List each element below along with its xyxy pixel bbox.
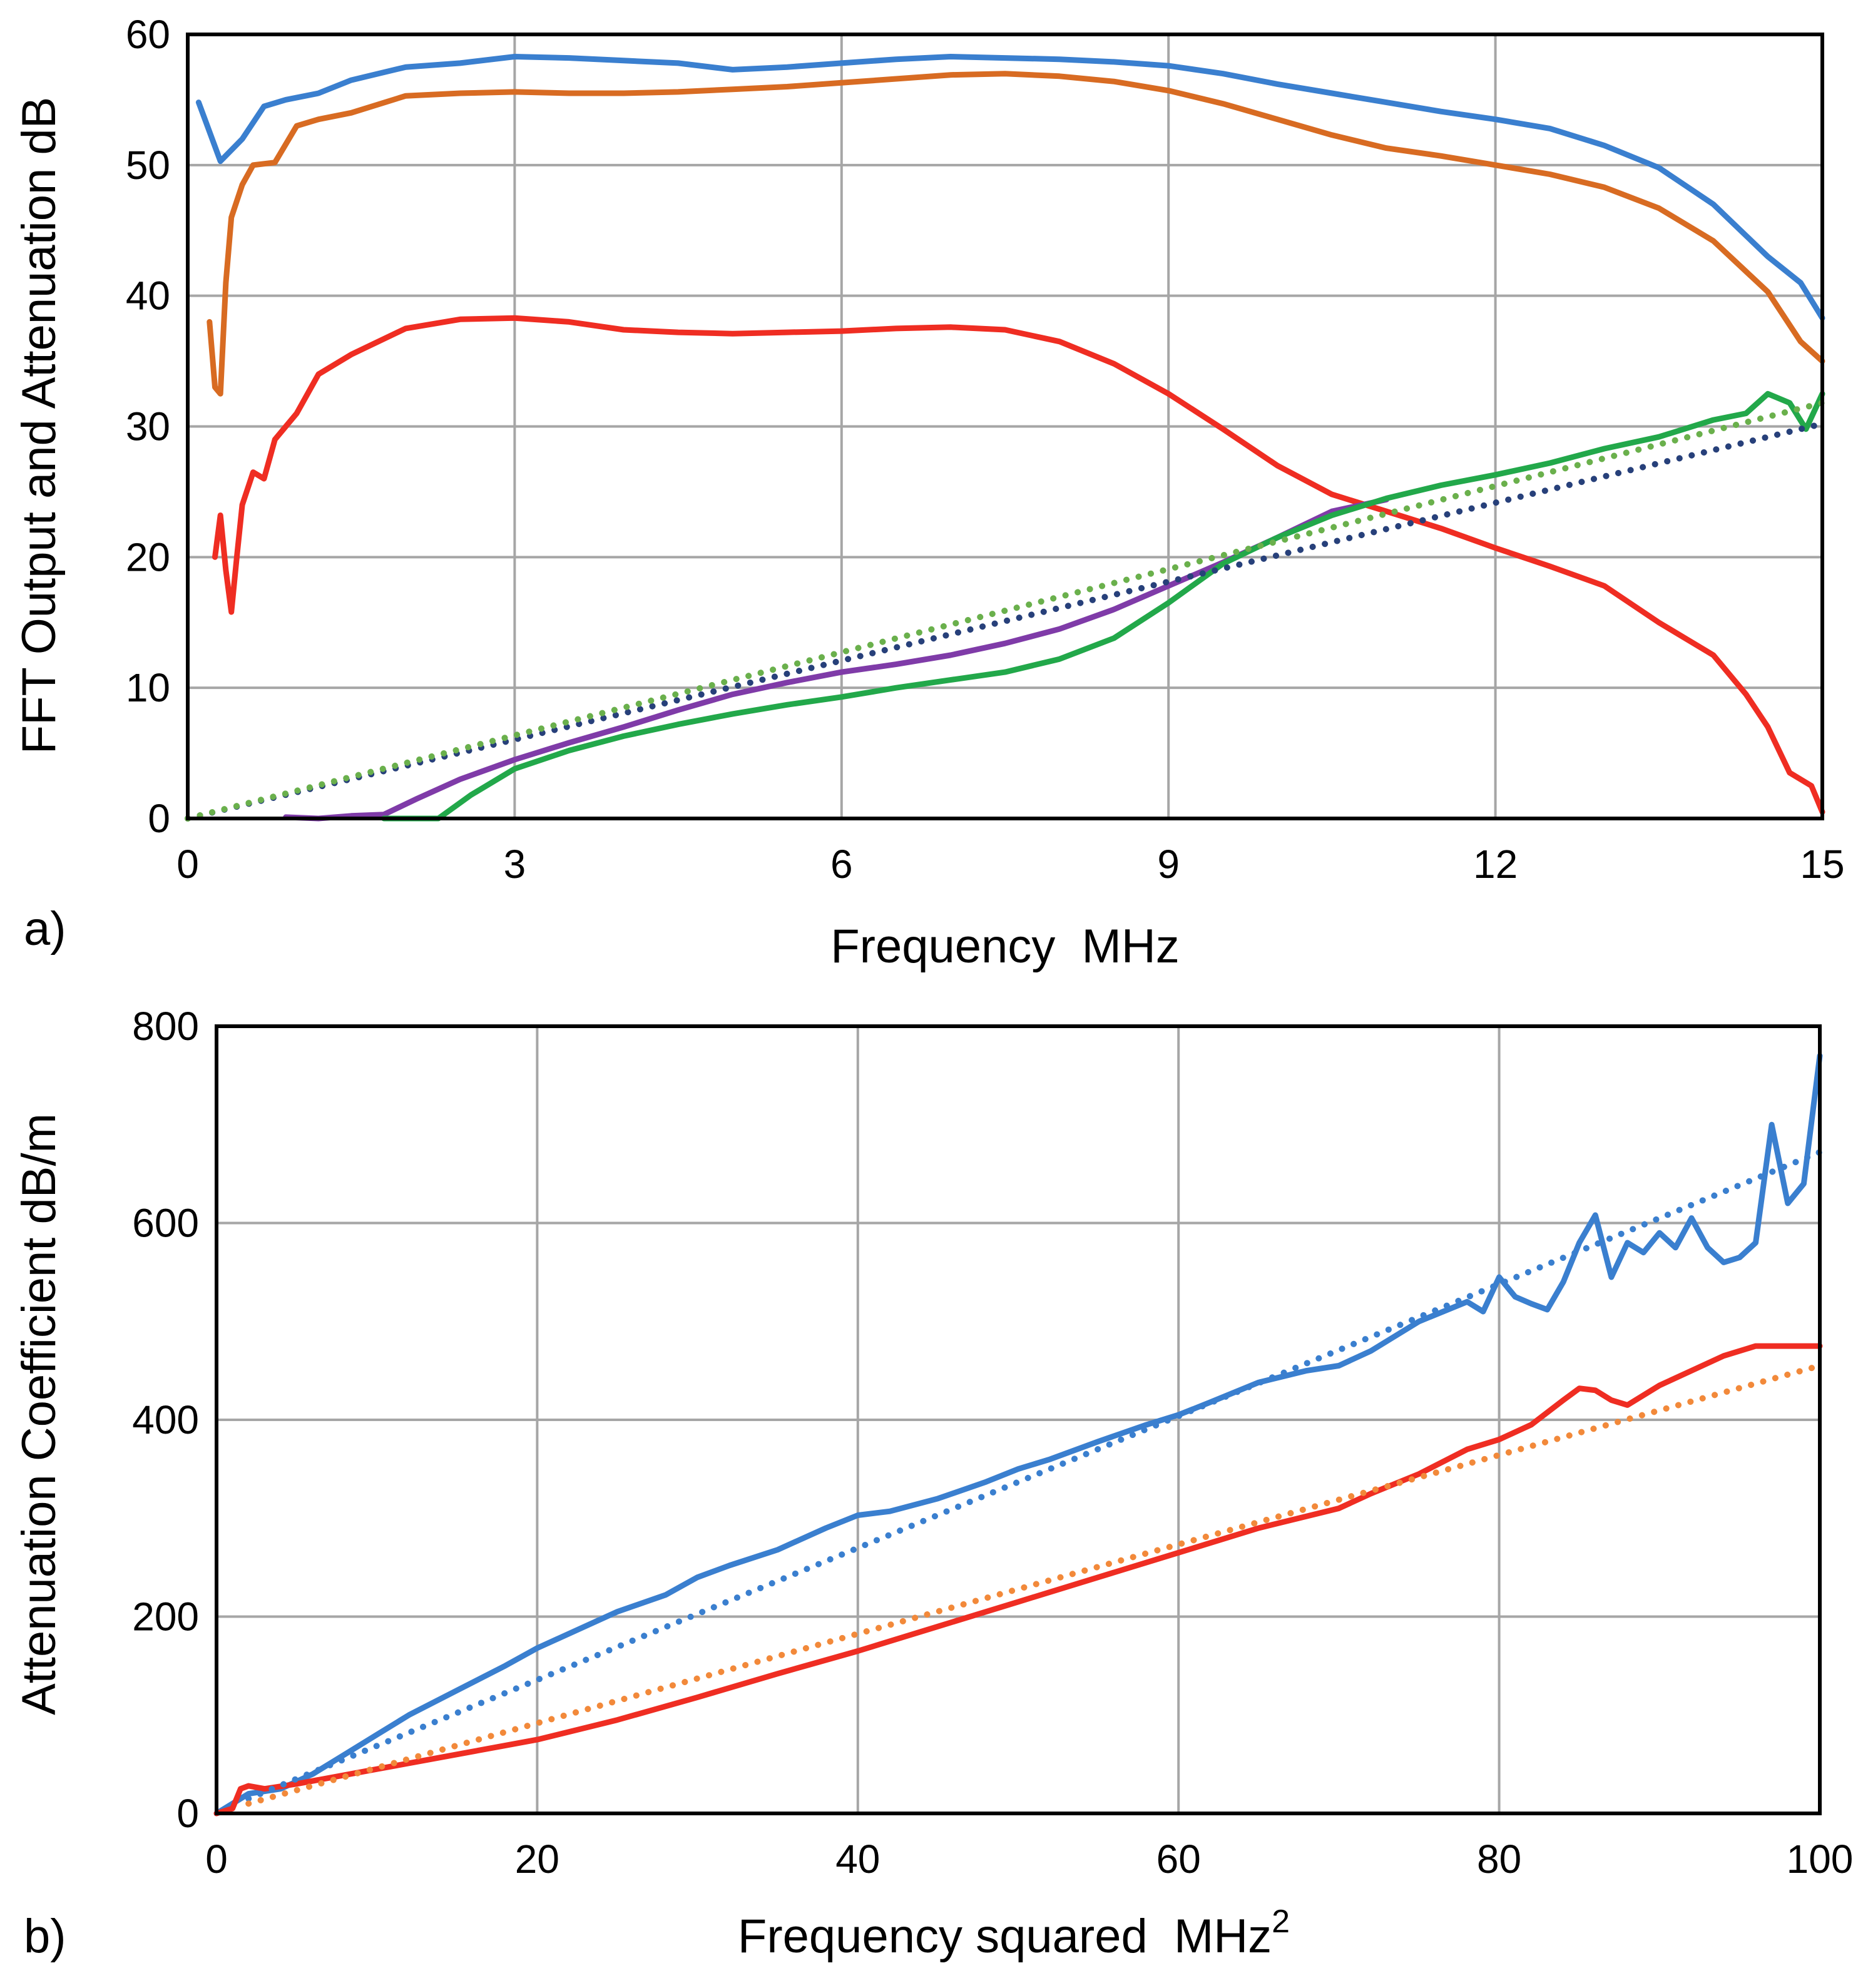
panel-a-y-tick-label: 40 (126, 273, 170, 319)
panel-a-x-tick-label: 0 (176, 842, 199, 887)
panel-b-ticks: 0 20 40 60 80 100 0 200 400 600 800 (132, 1004, 1853, 1882)
panel-b-y-tick-label: 200 (132, 1594, 199, 1639)
panel-b-y-tick-label: 0 (176, 1791, 199, 1836)
panel-a-grid (188, 34, 1822, 818)
panel-a-series-line-2 (207, 71, 1825, 397)
panel-a-x-tick-label: 15 (1800, 842, 1844, 887)
panel-a-series-line-4 (283, 496, 1389, 822)
panel-a-series-line-7 (185, 399, 1825, 822)
panel-a-x-tick-label: 6 (830, 842, 853, 887)
panel-a-x-axis-title: Frequency MHz (830, 920, 1180, 973)
panel-a-y-tick-label: 60 (126, 12, 170, 57)
panel-b-x-tick-label: 80 (1477, 1837, 1521, 1882)
panel-a-ticks: 0 3 6 9 12 15 0 10 20 30 40 50 60 (126, 12, 1845, 887)
panel-a-y-tick-label: 10 (126, 665, 170, 710)
panel-b-y-tick-label: 800 (132, 1004, 199, 1049)
panel-b-grid (217, 1026, 1820, 1813)
panel-b-x-tick-label: 20 (515, 1837, 559, 1882)
panel-b: 0 20 40 60 80 100 0 200 400 600 800 Attenuation Co… (13, 1004, 1853, 1963)
panel-a-series (185, 54, 1825, 822)
panel-b-y-tick-label: 400 (132, 1397, 199, 1442)
panel-a-label: a) (24, 902, 66, 956)
panel-b-plot-frame (215, 1024, 1822, 1815)
panel-b-x-tick-label: 60 (1156, 1837, 1201, 1882)
panel-a-y-tick-label: 50 (126, 143, 170, 188)
panel-a-series-line-5 (380, 390, 1825, 822)
panel-b-x-axis-title-superscript: 2 (1272, 1904, 1290, 1940)
panel-b-series-line-2 (213, 1343, 1823, 1817)
panel-a-y-axis-title: FFT Output and Attenuation dB (13, 97, 66, 755)
panel-b-x-tick-label: 100 (1787, 1837, 1854, 1882)
panel-a-series-line-6 (185, 421, 1825, 822)
panel-b-series-line-4 (245, 1362, 1823, 1807)
panel-b-x-axis-title: Frequency squared MHz2 (738, 1904, 1290, 1963)
panel-a-x-tick-label: 3 (504, 842, 526, 887)
panel-a: 0 3 6 9 12 15 0 10 20 30 40 50 60 FFT Output and Att… (13, 12, 1845, 973)
panel-a-y-tick-label: 0 (148, 796, 170, 841)
panel-a-series-line-1 (195, 54, 1825, 321)
panel-b-series (213, 1053, 1823, 1817)
panel-b-series-line-1 (213, 1053, 1823, 1817)
panel-b-x-tick-label: 40 (835, 1837, 880, 1882)
panel-b-label: b) (24, 1910, 66, 1963)
panel-a-y-tick-label: 30 (126, 404, 170, 449)
panel-b-y-axis-title: Attenuation Coefficient dB/m (13, 1113, 66, 1715)
panel-a-x-tick-label: 12 (1473, 842, 1518, 887)
panel-a-plot-frame (186, 33, 1824, 820)
panel-b-y-tick-label: 600 (132, 1201, 199, 1246)
panel-a-x-tick-label: 9 (1157, 842, 1180, 887)
panel-b-x-tick-label: 0 (205, 1837, 228, 1882)
panel-a-series-line-3 (212, 315, 1825, 815)
panel-a-y-tick-label: 20 (126, 534, 170, 579)
panel-b-x-axis-title-main: Frequency squared MHz (738, 1910, 1272, 1963)
